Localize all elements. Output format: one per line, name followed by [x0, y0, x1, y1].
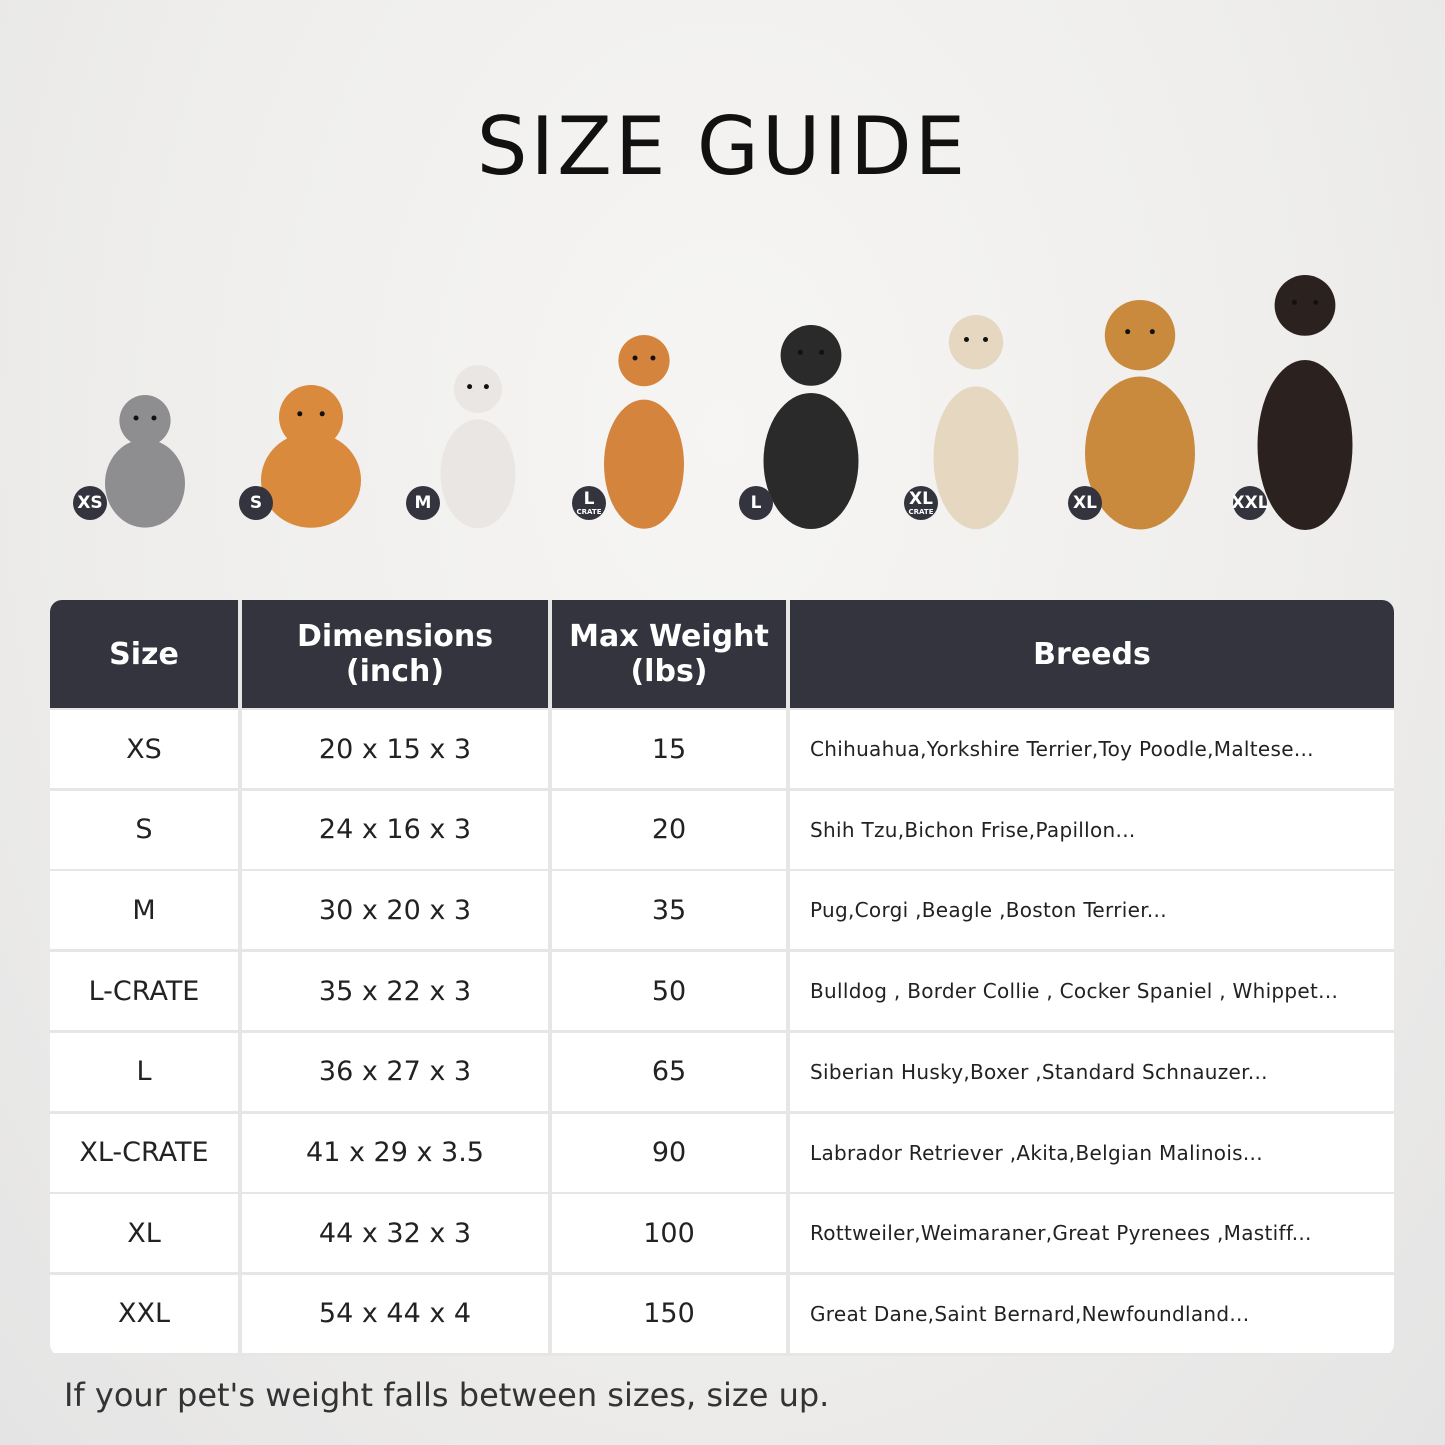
pomeranian-body: [261, 432, 361, 528]
cell-size: S: [50, 790, 238, 869]
cell-max-weight: 15: [552, 710, 786, 788]
badge-sublabel: CRATE: [576, 507, 602, 516]
sizing-note: If your pet's weight falls between sizes…: [64, 1376, 830, 1414]
golden-retriever-head: [1104, 300, 1176, 371]
french-bulldog-body: [440, 419, 516, 529]
cell-dimensions: 44 x 32 x 3: [242, 1194, 548, 1273]
shiba-inu-image: [604, 335, 684, 529]
cell-breeds: Pug,Corgi ,Beagle ,Boston Terrier...: [790, 871, 1394, 950]
doberman-body: [1257, 360, 1353, 530]
badge-label: XXL: [1231, 492, 1269, 513]
table-row: XXL 54 x 44 x 4 150 Great Dane,Saint Bernar…: [50, 1274, 1394, 1353]
cell-size: L: [50, 1032, 238, 1111]
cell-max-weight: 90: [552, 1113, 786, 1192]
french-bulldog-head: [454, 365, 502, 413]
table-row: XL-CRATE 41 x 29 x 3.5 90 Labrador Retrieve…: [50, 1113, 1394, 1192]
cell-dimensions: 54 x 44 x 4: [242, 1274, 548, 1353]
size-badge-xl: XL: [1068, 486, 1102, 520]
cell-breeds: Rottweiler,Weimaraner,Great Pyrenees ,Ma…: [790, 1194, 1394, 1273]
cell-size: XS: [50, 710, 238, 788]
pet-lineup: XS S M L CRATE L XL CRATE XL XXL: [0, 270, 1445, 540]
size-table: Size Dimensions (inch) Max Weight (lbs) Bre…: [50, 600, 1394, 1356]
cell-breeds: Shih Tzu,Bichon Frise,Papillon...: [790, 790, 1394, 869]
cell-breeds: Siberian Husky,Boxer ,Standard Schnauzer…: [790, 1032, 1394, 1111]
labrador-head: [948, 315, 1004, 370]
cell-dimensions: 20 x 15 x 3: [242, 710, 548, 788]
cell-max-weight: 20: [552, 790, 786, 869]
border-collie-image: [763, 325, 859, 529]
badge-label: L: [583, 488, 595, 509]
shiba-inu-body: [604, 399, 684, 529]
table-row: XS 20 x 15 x 3 15 Chihuahua,Yorkshire Terri…: [50, 710, 1394, 788]
cell-dimensions: 36 x 27 x 3: [242, 1032, 548, 1111]
header-size: Size: [50, 600, 238, 708]
table-header: Size Dimensions (inch) Max Weight (lbs) Bre…: [50, 600, 1394, 708]
size-badge-xs: XS: [73, 486, 107, 520]
cat-head: [119, 395, 171, 447]
table-row: L-CRATE 35 x 22 x 3 50 Bulldog , Border Col…: [50, 952, 1394, 1031]
badge-label: L: [750, 492, 762, 513]
shiba-inu-head: [618, 335, 670, 387]
french-bulldog-image: [440, 365, 516, 529]
golden-retriever-body: [1085, 376, 1195, 530]
page-title: SIZE GUIDE: [476, 100, 969, 193]
badge-label: S: [249, 492, 263, 513]
size-badge-l-crate: L CRATE: [572, 486, 606, 520]
size-badge-xxl: XXL: [1231, 486, 1269, 520]
cat-image: [105, 395, 185, 528]
cell-max-weight: 100: [552, 1194, 786, 1273]
golden-retriever-image: [1085, 300, 1195, 530]
header-dimensions: Dimensions (inch): [242, 600, 548, 708]
pomeranian-head: [279, 385, 343, 449]
size-badge-s: S: [239, 486, 273, 520]
cat-body: [105, 439, 185, 528]
cell-breeds: Chihuahua,Yorkshire Terrier,Toy Poodle,M…: [790, 710, 1394, 788]
cell-max-weight: 150: [552, 1274, 786, 1353]
badge-label: XS: [77, 492, 103, 513]
border-collie-body: [763, 393, 859, 529]
header-max-weight: Max Weight (lbs): [552, 600, 786, 708]
cell-dimensions: 35 x 22 x 3: [242, 952, 548, 1031]
cell-size: XL-CRATE: [50, 1113, 238, 1192]
border-collie-head: [780, 325, 842, 386]
badge-sublabel: CRATE: [908, 507, 934, 516]
pomeranian-image: [261, 385, 361, 528]
cell-breeds: Great Dane,Saint Bernard,Newfoundland...: [790, 1274, 1394, 1353]
cell-max-weight: 50: [552, 952, 786, 1031]
badge-label: M: [414, 492, 432, 513]
cell-dimensions: 30 x 20 x 3: [242, 871, 548, 950]
labrador-body: [933, 386, 1019, 530]
table-row: M 30 x 20 x 3 35 Pug,Corgi ,Beagle ,Boston …: [50, 871, 1394, 950]
badge-label: XL: [1073, 492, 1097, 513]
doberman-image: [1257, 275, 1353, 530]
size-badge-l: L: [739, 486, 773, 520]
cell-size: XXL: [50, 1274, 238, 1353]
header-breeds: Breeds: [790, 600, 1394, 708]
table-row: S 24 x 16 x 3 20 Shih Tzu,Bichon Frise,Papi…: [50, 790, 1394, 869]
cell-size: M: [50, 871, 238, 950]
cell-dimensions: 24 x 16 x 3: [242, 790, 548, 869]
cell-max-weight: 65: [552, 1032, 786, 1111]
cell-size: XL: [50, 1194, 238, 1273]
labrador-image: [933, 315, 1019, 530]
badge-label: XL: [909, 488, 933, 509]
cell-size: L-CRATE: [50, 952, 238, 1031]
doberman-head: [1274, 275, 1336, 336]
size-badge-m: M: [406, 486, 440, 520]
cell-breeds: Labrador Retriever ,Akita,Belgian Malino…: [790, 1113, 1394, 1192]
table-row: L 36 x 27 x 3 65 Siberian Husky,Boxer ,Stan…: [50, 1032, 1394, 1111]
cell-breeds: Bulldog , Border Collie , Cocker Spaniel…: [790, 952, 1394, 1031]
cell-dimensions: 41 x 29 x 3.5: [242, 1113, 548, 1192]
cell-max-weight: 35: [552, 871, 786, 950]
size-badge-xl-crate: XL CRATE: [904, 486, 938, 520]
table-row: XL 44 x 32 x 3 100 Rottweiler,Weimaraner,Gr…: [50, 1194, 1394, 1273]
